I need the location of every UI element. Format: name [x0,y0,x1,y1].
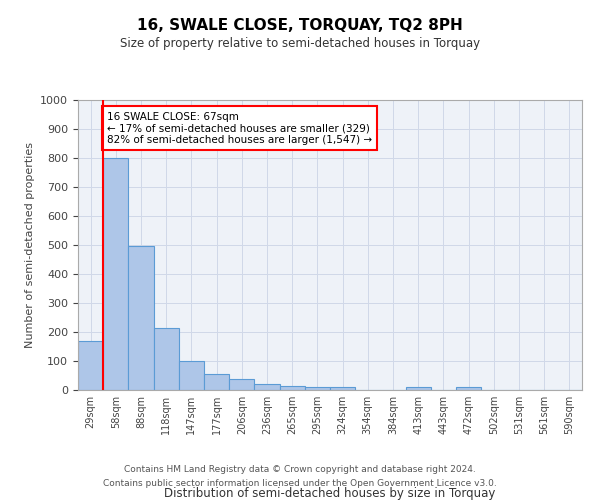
Bar [229,379,254,390]
Bar [456,387,481,390]
Text: 16, SWALE CLOSE, TORQUAY, TQ2 8PH: 16, SWALE CLOSE, TORQUAY, TQ2 8PH [137,18,463,32]
Bar [330,387,355,390]
Bar [204,374,229,390]
Bar [305,387,330,390]
Bar [254,384,280,390]
Bar [103,158,128,390]
X-axis label: Distribution of semi-detached houses by size in Torquay: Distribution of semi-detached houses by … [164,487,496,500]
Bar [280,386,305,390]
Bar [78,340,103,390]
Bar [179,361,204,390]
Text: Contains HM Land Registry data © Crown copyright and database right 2024.
Contai: Contains HM Land Registry data © Crown c… [103,466,497,487]
Bar [154,328,179,390]
Bar [406,387,431,390]
Text: Size of property relative to semi-detached houses in Torquay: Size of property relative to semi-detach… [120,38,480,51]
Y-axis label: Number of semi-detached properties: Number of semi-detached properties [25,142,35,348]
Text: 16 SWALE CLOSE: 67sqm
← 17% of semi-detached houses are smaller (329)
82% of sem: 16 SWALE CLOSE: 67sqm ← 17% of semi-deta… [107,112,372,145]
Bar [128,246,154,390]
